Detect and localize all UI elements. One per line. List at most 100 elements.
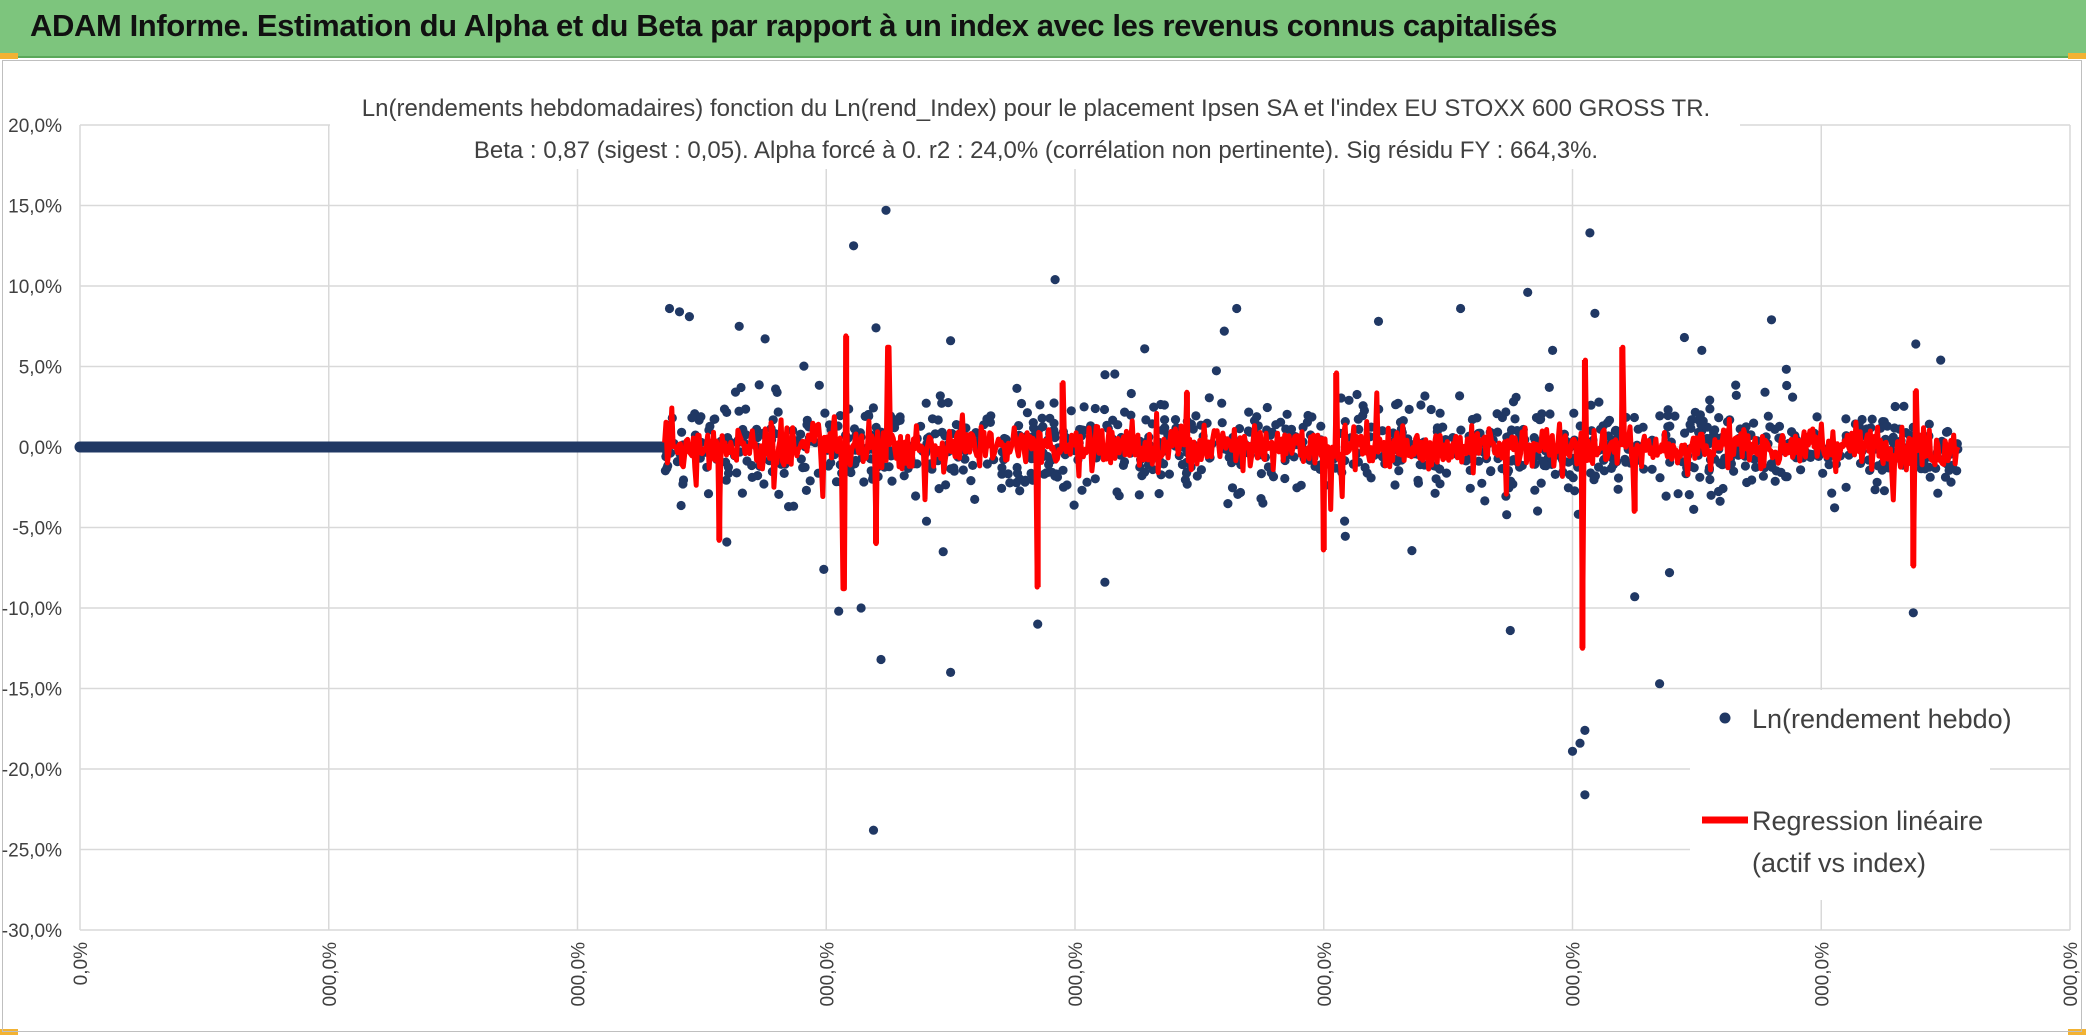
data-point (789, 501, 799, 511)
data-point (1770, 424, 1780, 434)
data-point-outlier (834, 606, 844, 616)
data-point (1223, 499, 1233, 509)
data-point (1763, 411, 1773, 421)
y-tick-label: 10,0% (8, 277, 62, 298)
data-point (1108, 415, 1118, 425)
data-point (1758, 471, 1768, 481)
legend-marker-points (1719, 712, 1731, 724)
data-point (1638, 422, 1648, 432)
data-point (799, 361, 809, 371)
data-point (1695, 472, 1705, 482)
data-point (1760, 387, 1770, 397)
data-point (1182, 479, 1192, 489)
data-point (1747, 475, 1757, 485)
data-point (1924, 419, 1934, 429)
data-point (1715, 496, 1725, 506)
data-point (1282, 409, 1292, 419)
data-point (1629, 412, 1639, 423)
data-point (1390, 480, 1400, 490)
data-point-outlier (1505, 625, 1515, 636)
data-point-outlier (664, 303, 675, 314)
data-point (1435, 479, 1445, 489)
y-tick-label: -10,0% (2, 599, 62, 620)
data-point-outlier (1567, 746, 1578, 756)
data-point (949, 466, 959, 476)
data-point (826, 458, 836, 468)
data-point (1731, 380, 1741, 390)
y-tick-label: 5,0% (19, 358, 62, 379)
data-point (1344, 395, 1354, 405)
data-point (985, 417, 996, 427)
data-point (1782, 472, 1792, 482)
data-point (1177, 459, 1187, 470)
data-point-outlier (722, 537, 732, 547)
data-point (703, 489, 714, 499)
data-point-outlier (1590, 308, 1600, 318)
footer-corner-right (2068, 1029, 2086, 1035)
data-point (1946, 477, 1956, 487)
data-point (1621, 457, 1631, 467)
x-tick-label: 000,0% (569, 942, 590, 1007)
data-point (1661, 491, 1671, 501)
legend-label-regression-sub: (actif vs index) (1752, 848, 1926, 878)
data-point (1873, 461, 1883, 471)
data-point (1508, 397, 1519, 407)
legend-background (1690, 690, 1990, 900)
data-point (1044, 459, 1054, 470)
data-point (1316, 421, 1326, 431)
data-point (802, 420, 812, 430)
data-point (1126, 410, 1136, 420)
data-point (1302, 417, 1312, 427)
data-point (1544, 382, 1554, 392)
data-point (734, 406, 744, 416)
data-point (921, 398, 931, 408)
data-point-outlier (734, 321, 744, 331)
data-point (722, 407, 732, 417)
data-point (662, 463, 672, 473)
data-point (678, 475, 689, 485)
data-point (1695, 410, 1705, 420)
data-point (1705, 474, 1715, 485)
data-point (1243, 426, 1253, 436)
data-point (1441, 468, 1452, 478)
data-point (1663, 422, 1673, 432)
data-point-outlier (1548, 345, 1558, 355)
data-point (1718, 483, 1728, 494)
y-tick-label: 15,0% (8, 197, 62, 218)
data-point (1782, 380, 1792, 391)
data-point (1563, 457, 1574, 467)
data-point (1493, 427, 1503, 437)
data-point (1879, 486, 1889, 496)
data-point (851, 455, 861, 466)
y-tick-label: -25,0% (2, 841, 62, 862)
data-point (710, 414, 720, 424)
data-point (1684, 490, 1694, 500)
data-point (1217, 398, 1227, 408)
data-point (1502, 510, 1512, 520)
data-point (1689, 463, 1699, 473)
data-point (1647, 464, 1657, 474)
data-point-outlier (1232, 303, 1242, 314)
data-point (1039, 469, 1049, 479)
regression-line (662, 333, 1961, 651)
data-point (1188, 424, 1198, 434)
report-title: ADAM Informe. Estimation du Alpha et du … (30, 8, 1557, 43)
data-point (1455, 391, 1465, 401)
data-point (721, 457, 731, 467)
data-point (1474, 456, 1484, 466)
data-point (1673, 489, 1683, 499)
data-point-outlier (1679, 332, 1689, 343)
data-point-outlier (1575, 738, 1585, 748)
data-point (1714, 413, 1724, 423)
data-point (1565, 470, 1575, 480)
data-point (754, 380, 764, 390)
data-point (1590, 471, 1600, 481)
legend-label-points: Ln(rendement hebdo) (1752, 704, 2012, 734)
data-point (1603, 418, 1613, 428)
data-point (1404, 404, 1414, 414)
data-point (747, 460, 757, 471)
data-point-outlier (1936, 355, 1946, 365)
data-point-outlier (1908, 608, 1918, 618)
chart-area (2, 60, 2082, 1032)
data-point-outlier (1456, 303, 1466, 314)
